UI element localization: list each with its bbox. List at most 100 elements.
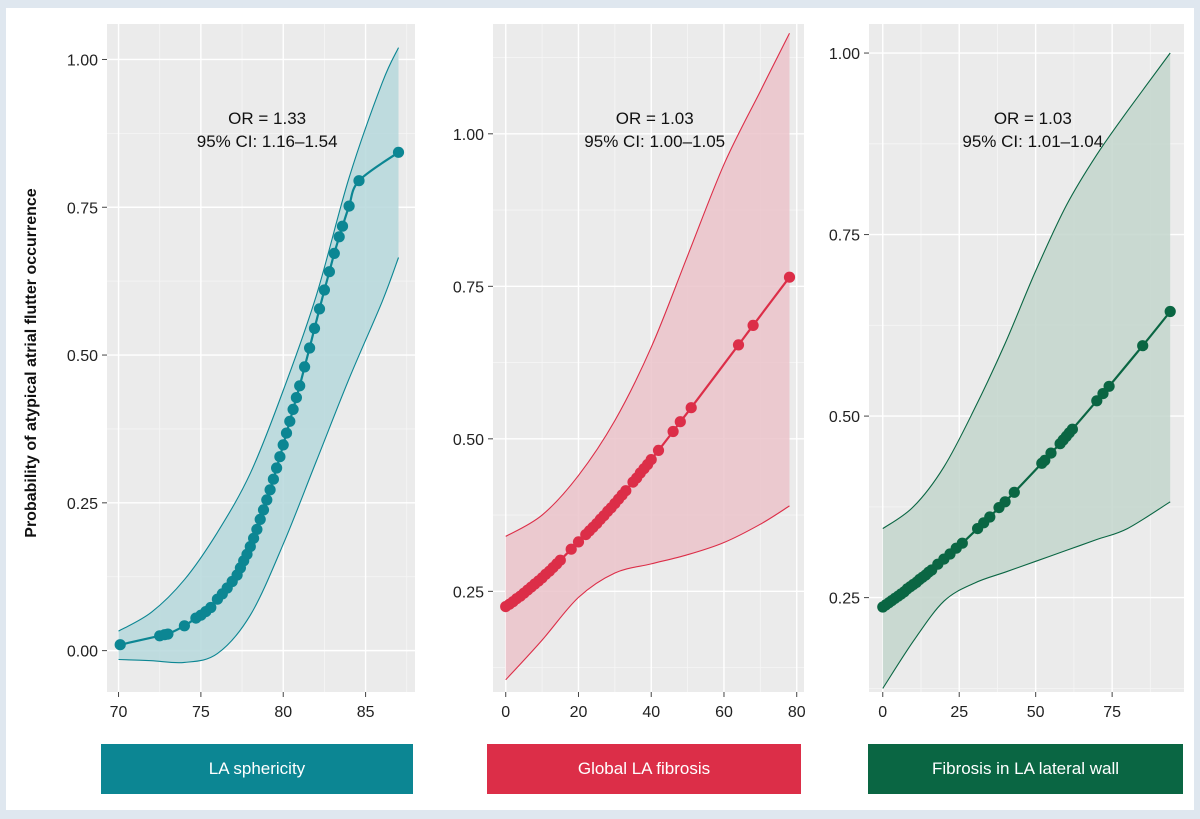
panel-label-fibrosis-la-lateral-wall: Fibrosis in LA lateral wall bbox=[868, 744, 1183, 794]
x-tick-label: 60 bbox=[715, 704, 733, 721]
y-tick-label: 0.25 bbox=[829, 591, 860, 608]
data-point bbox=[1137, 340, 1149, 352]
panel-label-la-sphericity: LA sphericity bbox=[101, 744, 413, 794]
data-point bbox=[645, 454, 657, 466]
data-point bbox=[343, 200, 355, 212]
y-tick-label: 1.00 bbox=[67, 52, 98, 69]
y-tick-label: 0.75 bbox=[67, 200, 98, 217]
ci-upper-line bbox=[118, 47, 400, 632]
data-point bbox=[277, 439, 289, 451]
x-tick-label: 25 bbox=[950, 704, 968, 721]
x-tick-label: 70 bbox=[110, 704, 128, 721]
data-point bbox=[257, 504, 270, 516]
x-tick-label: 0 bbox=[501, 704, 510, 721]
x-tick-label: 85 bbox=[357, 704, 375, 721]
data-point bbox=[294, 380, 306, 392]
ci-lower-line bbox=[118, 257, 400, 664]
data-point bbox=[1008, 486, 1020, 498]
data-point bbox=[274, 451, 286, 463]
data-point bbox=[1066, 423, 1078, 435]
data-point bbox=[299, 361, 311, 373]
data-point bbox=[248, 532, 260, 544]
ci-upper-line bbox=[505, 32, 790, 537]
x-tick-label: 50 bbox=[1027, 704, 1045, 721]
data-point bbox=[732, 339, 745, 351]
x-tick-label: 80 bbox=[788, 704, 806, 721]
data-point bbox=[178, 620, 190, 632]
data-point bbox=[205, 601, 217, 614]
data-point bbox=[1164, 305, 1176, 318]
data-point bbox=[280, 427, 293, 439]
y-tick-label: 1.00 bbox=[829, 46, 860, 63]
data-point bbox=[304, 342, 316, 354]
data-point bbox=[328, 247, 340, 259]
panel-global-la-fibrosis: 0 20 40 60 80 0.25 0.50 0.75 1.00 OR = 1.03 95% CI… bbox=[453, 24, 806, 721]
data-point bbox=[652, 444, 665, 456]
y-tick-label: 0.75 bbox=[829, 228, 860, 245]
data-point bbox=[287, 403, 299, 415]
data-point bbox=[271, 462, 283, 474]
y-tick-label: 0.50 bbox=[829, 409, 860, 426]
y-tick-label: 1.00 bbox=[453, 127, 484, 144]
y-tick-label: 0.25 bbox=[67, 496, 98, 513]
data-point bbox=[251, 523, 263, 536]
data-point bbox=[114, 639, 126, 651]
data-point bbox=[333, 231, 345, 243]
annotation-line: 95% CI: 1.16–1.54 bbox=[197, 132, 338, 151]
figure: Probability of atypical atrial flutter o… bbox=[6, 8, 1194, 810]
data-point bbox=[264, 484, 276, 496]
x-tick-label: 75 bbox=[192, 704, 210, 721]
data-point bbox=[308, 322, 321, 334]
data-point bbox=[290, 392, 302, 404]
data-point bbox=[353, 175, 365, 187]
ci-lower-line bbox=[882, 501, 1171, 689]
panel-la-sphericity: 70 75 80 85 0.00 0.25 0.50 0.75 1.00 OR = 1.33 95%… bbox=[67, 24, 415, 721]
annotation-line: OR = 1.03 bbox=[994, 109, 1072, 128]
data-point bbox=[1103, 380, 1115, 392]
data-point bbox=[1039, 454, 1051, 466]
annotation-line: 95% CI: 1.00–1.05 bbox=[584, 132, 725, 151]
data-point bbox=[336, 220, 349, 232]
annotation-line: OR = 1.33 bbox=[228, 109, 306, 128]
ci-lower-line bbox=[505, 505, 790, 681]
data-point bbox=[267, 473, 279, 485]
y-tick-label: 0.50 bbox=[453, 432, 484, 449]
data-point bbox=[783, 271, 796, 283]
data-point bbox=[984, 511, 996, 523]
data-point bbox=[554, 554, 566, 566]
data-point bbox=[674, 416, 686, 428]
data-point bbox=[254, 513, 266, 525]
data-point bbox=[956, 537, 968, 549]
panel-label-global-la-fibrosis: Global LA fibrosis bbox=[487, 744, 801, 794]
ci-upper-line bbox=[882, 52, 1171, 530]
chart-canvas: Probability of atypical atrial flutter o… bbox=[23, 24, 1184, 721]
data-point bbox=[620, 485, 632, 497]
data-point bbox=[392, 146, 405, 158]
data-point bbox=[318, 284, 330, 296]
data-point bbox=[747, 319, 759, 331]
annotation-line: 95% CI: 1.01–1.04 bbox=[962, 132, 1103, 151]
data-point bbox=[1045, 447, 1057, 459]
data-point bbox=[565, 543, 577, 555]
data-point bbox=[667, 425, 679, 438]
data-point bbox=[999, 496, 1011, 508]
confidence-band bbox=[882, 53, 1171, 689]
y-tick-label: 0.75 bbox=[453, 279, 484, 296]
x-tick-label: 40 bbox=[642, 704, 660, 721]
data-point bbox=[572, 536, 585, 548]
x-tick-label: 0 bbox=[878, 704, 887, 721]
data-point bbox=[284, 415, 296, 427]
data-point bbox=[313, 303, 326, 315]
x-tick-label: 20 bbox=[570, 704, 588, 721]
annotation-line: OR = 1.03 bbox=[616, 109, 694, 128]
x-tick-label: 75 bbox=[1103, 704, 1121, 721]
data-point bbox=[323, 266, 335, 278]
y-axis-label: Probability of atypical atrial flutter o… bbox=[23, 188, 40, 538]
panel-fibrosis-la-lateral-wall: 0 25 50 75 0.25 0.50 0.75 1.00 OR = 1.03 95% CI: … bbox=[829, 24, 1184, 721]
data-point bbox=[261, 494, 273, 506]
y-tick-label: 0.25 bbox=[453, 584, 484, 601]
y-tick-label: 0.50 bbox=[67, 348, 98, 365]
data-point bbox=[162, 628, 174, 640]
x-tick-label: 80 bbox=[274, 704, 292, 721]
y-tick-label: 0.00 bbox=[67, 644, 98, 661]
